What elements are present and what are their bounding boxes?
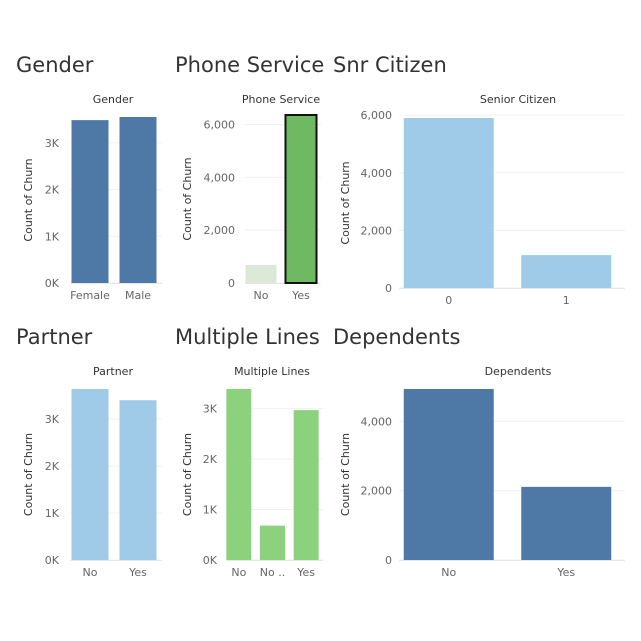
chart-title-gender: Gender xyxy=(93,93,134,106)
y-tick-label-phone-service: 6,000 xyxy=(204,119,236,132)
y-tick-label-multiple-lines: 2K xyxy=(203,453,218,466)
chart-dependents: Dependents Count of Churn 0 2,000 4,000 No Yes xyxy=(339,365,625,579)
y-tick-label-phone-service: 2,000 xyxy=(204,224,236,237)
y-tick-label-multiple-lines: 0K xyxy=(203,554,218,567)
x-tick-label-gender-male: Male xyxy=(125,289,151,302)
chart-title-phone-service: Phone Service xyxy=(242,93,320,106)
chart-senior-citizen: Senior Citizen Count of Churn 0 2,000 4,000 6… xyxy=(339,93,625,307)
y-tick-label-partner: 3K xyxy=(45,413,60,426)
bar-dependents-yes[interactable] xyxy=(521,486,612,560)
y-tick-label-gender: 1K xyxy=(45,230,60,243)
bar-partner-no[interactable] xyxy=(71,389,109,560)
y-axis-label-senior-citizen: Count of Churn xyxy=(339,161,352,244)
bar-multiple-lines-no[interactable] xyxy=(226,389,252,560)
section-title-snr-citizen: Snr Citizen xyxy=(333,53,447,77)
chart-gender: Gender Count of Churn 0K 1K 2K 3K Female Male xyxy=(22,93,162,302)
bar-phone-service-yes[interactable] xyxy=(284,114,318,284)
y-axis-label-dependents: Count of Churn xyxy=(339,433,352,516)
chart-title-senior-citizen: Senior Citizen xyxy=(480,93,556,106)
chart-phone-service: Phone Service Count of Churn 0 2,000 4,000 6,… xyxy=(181,93,321,302)
x-tick-label-multiple-lines-yes: Yes xyxy=(296,566,315,579)
bar-phone-service-no[interactable] xyxy=(245,264,277,283)
x-tick-label-senior-citizen-0: 0 xyxy=(445,294,452,307)
y-axis-label-partner: Count of Churn xyxy=(22,433,35,516)
y-tick-label-phone-service: 0 xyxy=(228,277,235,290)
y-tick-label-dependents: 0 xyxy=(385,554,392,567)
y-tick-label-senior-citizen: 2,000 xyxy=(361,224,393,237)
section-title-gender: Gender xyxy=(16,53,94,77)
bar-multiple-lines-yes[interactable] xyxy=(293,410,319,560)
y-tick-label-gender: 2K xyxy=(45,184,60,197)
y-tick-label-partner: 2K xyxy=(45,460,60,473)
section-title-partner: Partner xyxy=(16,325,93,349)
y-axis-label-multiple-lines: Count of Churn xyxy=(181,433,194,516)
y-tick-label-multiple-lines: 3K xyxy=(203,403,218,416)
bar-gender-female[interactable] xyxy=(71,120,109,284)
x-tick-label-dependents-yes: Yes xyxy=(556,566,575,579)
y-tick-label-partner: 0K xyxy=(45,554,60,567)
chart-partner: Partner Count of Churn 0K 1K 2K 3K No Yes xyxy=(22,365,162,579)
y-tick-label-gender: 0K xyxy=(45,277,60,290)
x-tick-label-multiple-lines-no: No xyxy=(231,566,246,579)
bar-multiple-lines-no[interactable] xyxy=(260,525,285,560)
y-tick-label-multiple-lines: 1K xyxy=(203,504,218,517)
x-tick-label-partner-yes: Yes xyxy=(128,566,147,579)
y-tick-label-partner: 1K xyxy=(45,507,60,520)
section-title-multiple-lines: Multiple Lines xyxy=(175,325,320,349)
y-tick-label-phone-service: 4,000 xyxy=(204,171,236,184)
chart-title-dependents: Dependents xyxy=(485,365,552,378)
y-tick-label-dependents: 4,000 xyxy=(361,415,393,428)
y-axis-label-gender: Count of Churn xyxy=(22,158,35,241)
x-tick-label-multiple-lines-no: No .. xyxy=(260,566,285,579)
bar-senior-citizen-0[interactable] xyxy=(403,118,494,288)
y-axis-label-phone-service: Count of Churn xyxy=(181,157,194,240)
y-tick-label-senior-citizen: 4,000 xyxy=(361,167,393,180)
x-tick-label-partner-no: No xyxy=(83,566,98,579)
chart-title-partner: Partner xyxy=(93,365,133,378)
y-tick-label-senior-citizen: 6,000 xyxy=(361,109,393,122)
bar-gender-male[interactable] xyxy=(119,117,157,283)
y-tick-label-gender: 3K xyxy=(45,137,60,150)
x-tick-label-gender-female: Female xyxy=(70,289,110,302)
x-tick-label-phone-service-yes: Yes xyxy=(291,289,310,302)
x-tick-label-senior-citizen-1: 1 xyxy=(563,294,570,307)
y-tick-label-senior-citizen: 0 xyxy=(385,282,392,295)
chart-multiple-lines: Multiple Lines Count of Churn 0K 1K 2K 3K No No… xyxy=(181,365,323,579)
x-tick-label-phone-service-no: No xyxy=(254,289,269,302)
bar-partner-yes[interactable] xyxy=(119,400,157,560)
section-title-dependents: Dependents xyxy=(333,325,461,349)
section-title-phone-service: Phone Service xyxy=(175,53,325,77)
y-tick-label-dependents: 2,000 xyxy=(361,485,393,498)
chart-title-multiple-lines: Multiple Lines xyxy=(234,365,310,378)
x-tick-label-dependents-no: No xyxy=(441,566,456,579)
bar-dependents-no[interactable] xyxy=(403,389,494,560)
bar-senior-citizen-1[interactable] xyxy=(521,255,612,288)
